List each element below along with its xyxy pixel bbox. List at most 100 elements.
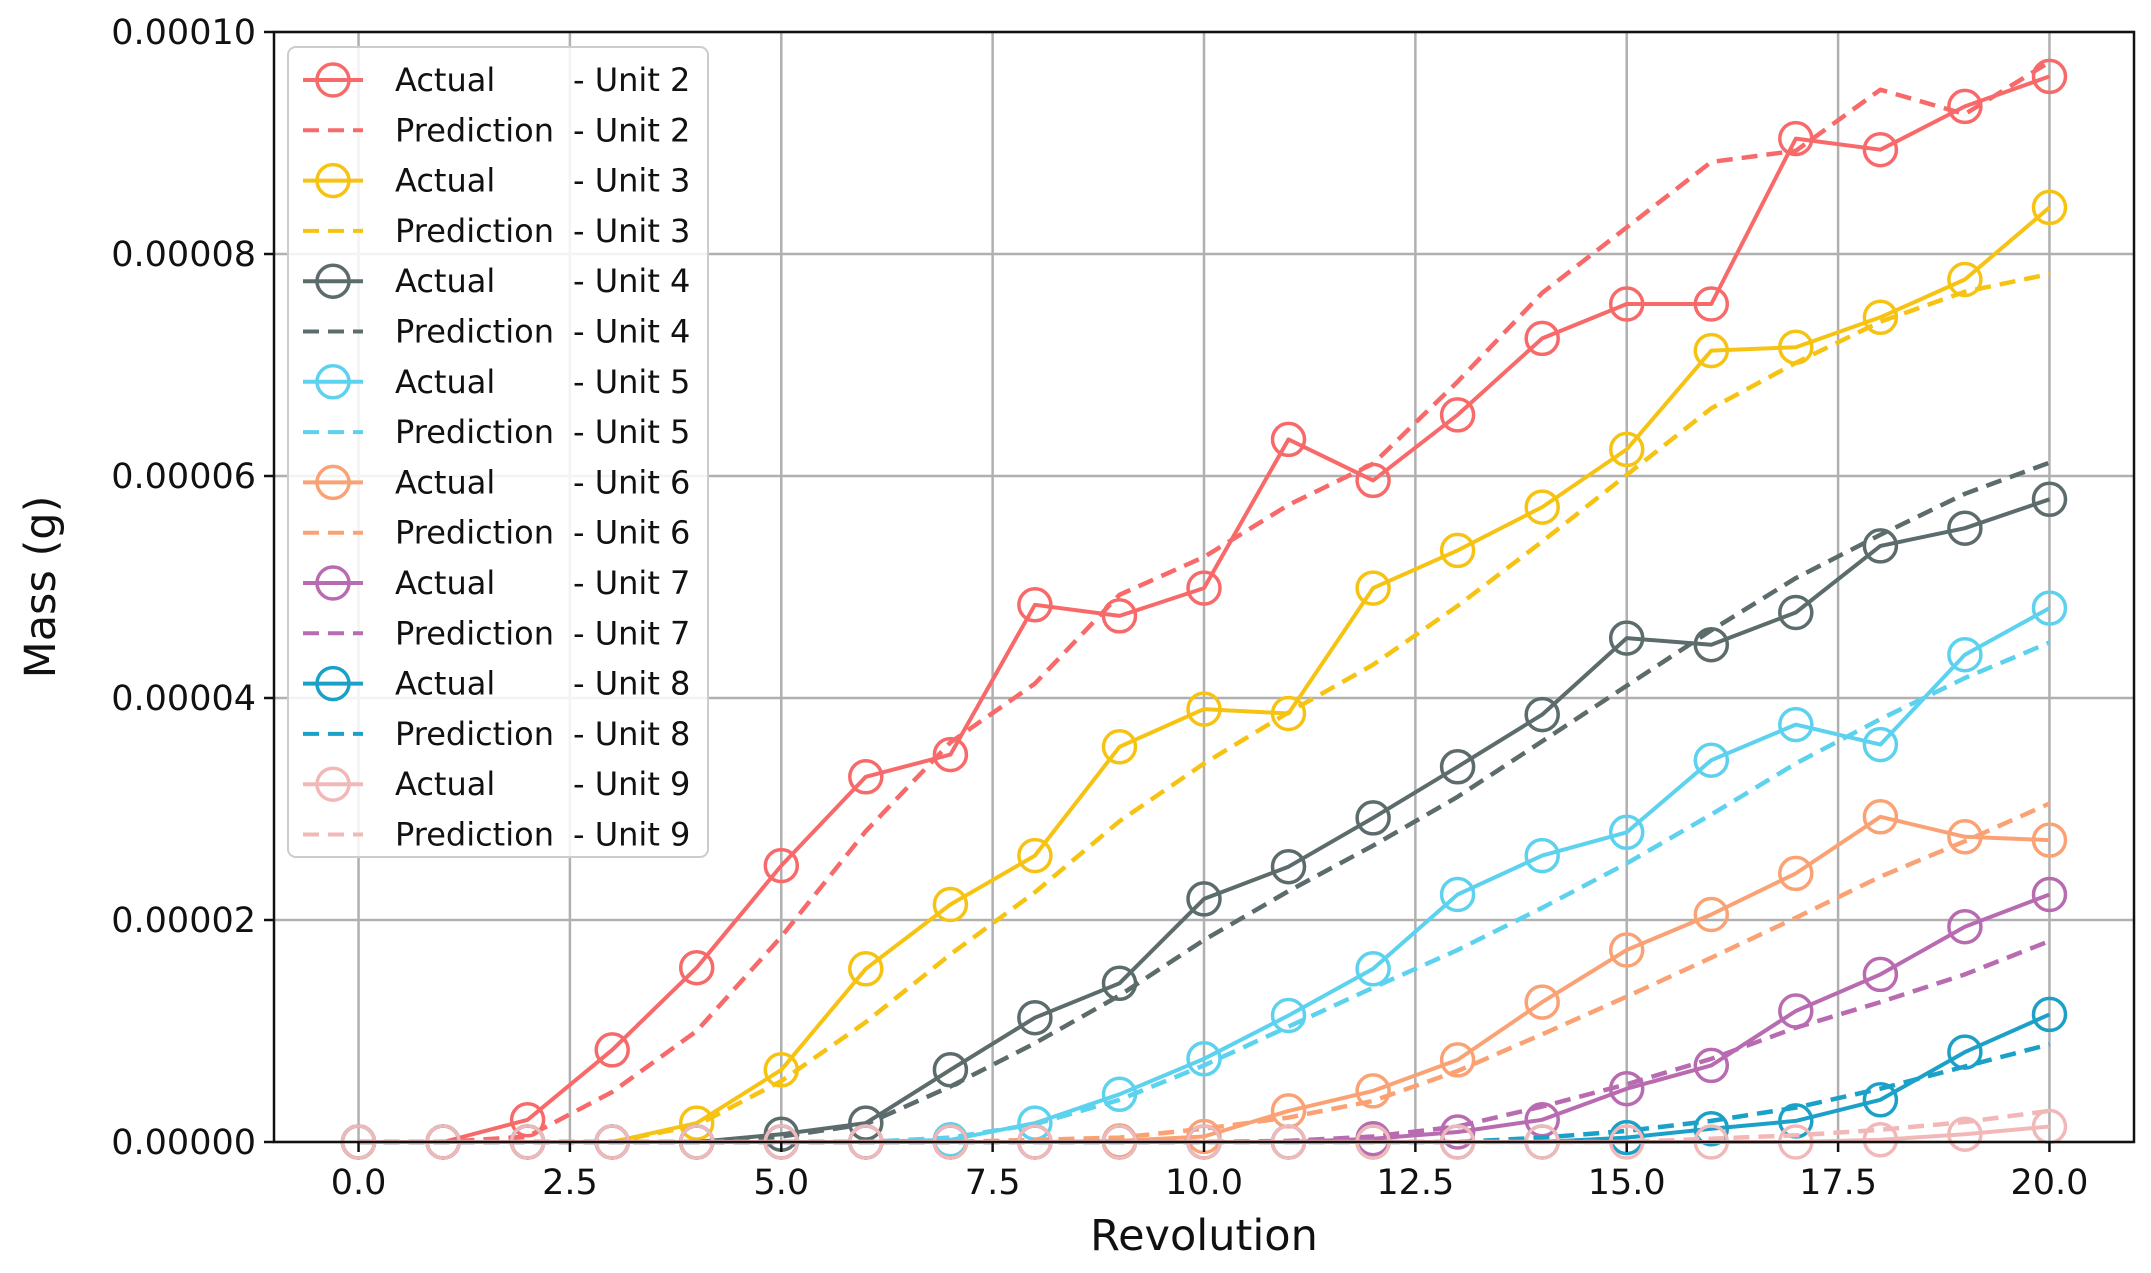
x-tick-label: 12.5 xyxy=(1376,1163,1454,1203)
data-point-marker xyxy=(1693,1047,1730,1084)
legend-entry: Prediction - Unit 9 xyxy=(303,816,690,854)
data-point-marker xyxy=(1778,594,1814,631)
legend-label: Actual xyxy=(395,665,495,703)
legend-entry: Prediction - Unit 2 xyxy=(303,111,690,149)
data-point-marker xyxy=(1439,1114,1476,1150)
legend-entry: Actual - Unit 4 xyxy=(303,262,690,300)
data-point-marker xyxy=(1017,587,1053,623)
data-point-marker xyxy=(1017,837,1053,874)
data-point-marker xyxy=(1862,299,1899,336)
legend-swatch-marker xyxy=(315,263,351,299)
data-point-marker xyxy=(1017,999,1053,1036)
data-point-marker xyxy=(1355,951,1391,987)
legend-swatch-marker xyxy=(315,565,351,601)
data-point-marker xyxy=(2031,876,2068,913)
data-point-marker xyxy=(1608,431,1645,468)
legend-unit: - Unit 3 xyxy=(573,162,690,200)
legend-unit: - Unit 8 xyxy=(573,715,690,753)
data-point-marker xyxy=(1524,489,1560,525)
legend-unit: - Unit 6 xyxy=(573,463,690,501)
data-point-marker xyxy=(1186,881,1222,917)
data-point-marker xyxy=(1608,620,1645,656)
x-tick-label: 17.5 xyxy=(1799,1163,1877,1203)
data-point-marker xyxy=(1862,1122,1899,1158)
data-point-marker xyxy=(932,736,969,773)
legend-entry: Actual - Unit 6 xyxy=(303,463,690,501)
legend-unit: - Unit 9 xyxy=(573,816,690,854)
legend-box xyxy=(287,46,709,858)
data-point-marker xyxy=(1862,799,1899,835)
data-point-marker xyxy=(1608,814,1645,851)
legend-entry: Actual - Unit 9 xyxy=(303,765,690,803)
legend-swatch-marker xyxy=(315,62,351,98)
data-point-marker xyxy=(1947,819,1983,855)
legend-label: Prediction xyxy=(395,715,554,753)
data-point-marker xyxy=(1524,696,1560,733)
data-point-marker xyxy=(763,847,800,884)
legend-label: Prediction xyxy=(395,514,554,552)
data-point-marker xyxy=(1608,286,1645,322)
data-point-marker xyxy=(1101,729,1138,765)
data-point-marker xyxy=(1355,1073,1391,1109)
data-point-marker xyxy=(1862,1082,1899,1118)
y-tick-label: 0.00006 xyxy=(111,457,256,497)
legend-unit: - Unit 2 xyxy=(573,61,690,99)
data-point-marker xyxy=(2031,58,2068,95)
data-point-marker xyxy=(1778,120,1814,157)
data-point-marker xyxy=(1693,332,1730,369)
y-tick-label: 0.00004 xyxy=(111,679,256,719)
legend-unit: - Unit 5 xyxy=(573,413,690,451)
y-tick-label: 0.00008 xyxy=(111,235,256,275)
data-point-marker xyxy=(1693,896,1730,933)
data-point-marker xyxy=(848,951,884,987)
data-point-marker xyxy=(1439,532,1476,569)
data-point-marker xyxy=(1947,261,1983,298)
data-point-marker xyxy=(1947,908,1983,945)
x-tick-label: 10.0 xyxy=(1165,1163,1243,1203)
series-line xyxy=(358,60,2051,1145)
legend-unit: - Unit 4 xyxy=(573,262,690,300)
x-axis-label: Revolution xyxy=(1090,1211,1318,1261)
data-point-marker xyxy=(1693,286,1730,322)
data-point-marker xyxy=(1862,528,1899,564)
series-line xyxy=(358,74,2051,1144)
data-point-marker xyxy=(1862,726,1899,763)
legend-unit: - Unit 7 xyxy=(573,614,690,652)
data-point-marker xyxy=(1524,320,1560,357)
x-tick-label: 2.5 xyxy=(542,1163,598,1203)
data-point-marker xyxy=(1186,1041,1222,1077)
legend-entry: Prediction - Unit 6 xyxy=(303,514,690,552)
data-point-marker xyxy=(1355,800,1391,836)
legend-entry: Actual - Unit 5 xyxy=(303,363,690,401)
data-point-marker xyxy=(1270,695,1307,732)
legend-entry: Prediction - Unit 8 xyxy=(303,715,690,753)
data-point-marker xyxy=(1270,997,1307,1034)
data-point-marker xyxy=(678,949,715,986)
legend-label: Prediction xyxy=(395,816,554,854)
data-point-marker xyxy=(1947,1116,1983,1152)
x-tick-label: 15.0 xyxy=(1588,1163,1666,1203)
x-tick-label: 5.0 xyxy=(753,1163,809,1203)
legend-label: Prediction xyxy=(395,614,554,652)
data-point-marker xyxy=(1778,855,1814,892)
legend-label: Prediction xyxy=(395,111,554,149)
data-point-marker xyxy=(1186,691,1222,727)
legend-entry: Prediction - Unit 3 xyxy=(303,212,690,250)
legend-label: Actual xyxy=(395,463,495,501)
legend-unit: - Unit 5 xyxy=(573,363,690,401)
data-point-marker xyxy=(1439,749,1476,785)
data-point-marker xyxy=(1693,1110,1730,1147)
data-point-marker xyxy=(1270,421,1307,458)
data-point-marker xyxy=(1862,131,1899,168)
legend-entry: Actual - Unit 2 xyxy=(303,61,690,99)
x-tick-label: 7.5 xyxy=(965,1163,1021,1203)
data-point-marker xyxy=(2031,590,2068,626)
legend-label: Actual xyxy=(395,564,495,602)
y-axis-label: Mass (g) xyxy=(16,496,66,679)
data-point-marker xyxy=(848,1105,884,1141)
data-point-marker xyxy=(2031,996,2068,1033)
data-point-marker xyxy=(1947,510,1983,546)
data-point-marker xyxy=(1947,636,1983,673)
legend-swatch-marker xyxy=(315,364,351,400)
